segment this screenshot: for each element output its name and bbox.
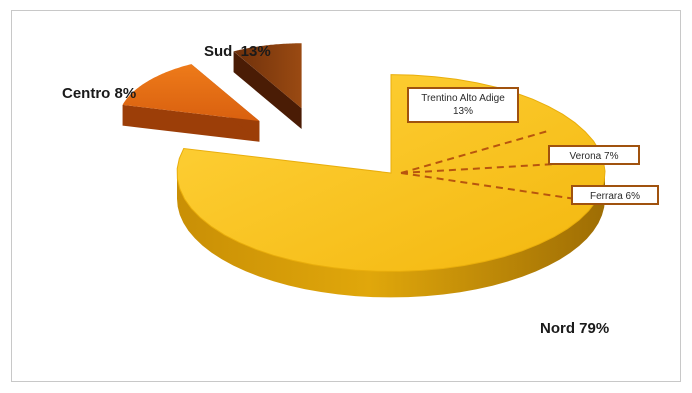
pie-slice-side xyxy=(177,172,605,298)
breakdown-callout-box xyxy=(407,87,519,123)
breakdown-guide-line xyxy=(400,130,549,174)
breakdown-callout-box xyxy=(571,185,659,205)
pie-slice-top xyxy=(233,43,302,109)
breakdown-label: Verona 7% xyxy=(570,151,619,162)
breakdown-callout: Trentino Alto Adige 13% xyxy=(407,87,519,123)
labels-layer: Nord 79% Sud 13% Centro 8% Trentino Alto Ad… xyxy=(62,43,659,337)
breakdown-callout: Verona 7% xyxy=(548,145,640,165)
slices-layer xyxy=(122,43,606,298)
pie-slice-wall xyxy=(122,104,260,142)
breakdown-label: Ferrara 6% xyxy=(590,191,640,202)
pie-slice xyxy=(233,43,302,130)
slice-label: Centro 8% xyxy=(62,85,136,102)
breakdown-label: Trentino Alto Adige xyxy=(421,93,505,104)
slice-label: Sud 13% xyxy=(204,43,271,60)
pie-slice xyxy=(122,64,260,142)
slice-label: Nord 79% xyxy=(540,320,609,337)
breakdown-label: 13% xyxy=(453,106,473,117)
pie-slice-wall xyxy=(233,51,302,130)
breakdown-callout-box xyxy=(548,145,640,165)
pie-slice-top xyxy=(122,64,260,122)
breakdown-callout: Ferrara 6% xyxy=(571,185,659,205)
breakdown-guide-line xyxy=(400,172,597,203)
pie-slice xyxy=(176,74,606,298)
pie-slice-top xyxy=(176,74,606,272)
